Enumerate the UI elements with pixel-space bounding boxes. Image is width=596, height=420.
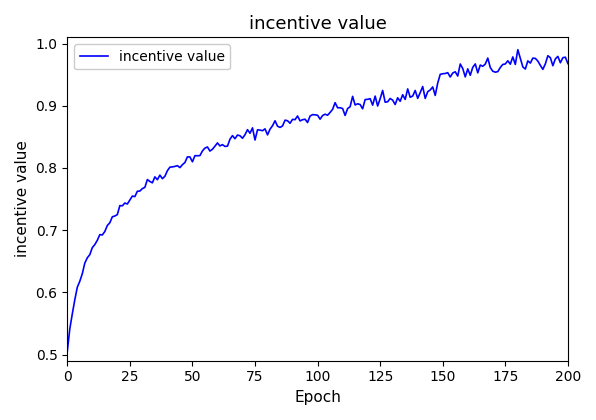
incentive value — [274, 123, 281, 129]
incentive value — [524, 58, 532, 63]
incentive value — [564, 61, 572, 66]
X-axis label: Epoch: Epoch — [294, 390, 341, 405]
incentive value — [66, 326, 73, 331]
incentive value — [108, 214, 116, 219]
Line: incentive value: incentive value — [67, 50, 568, 352]
Legend: incentive value: incentive value — [74, 44, 230, 69]
incentive value — [514, 47, 522, 52]
Y-axis label: incentive value: incentive value — [15, 141, 30, 257]
incentive value — [334, 105, 341, 110]
Title: incentive value: incentive value — [249, 15, 387, 33]
incentive value — [246, 131, 253, 136]
incentive value — [64, 349, 71, 354]
